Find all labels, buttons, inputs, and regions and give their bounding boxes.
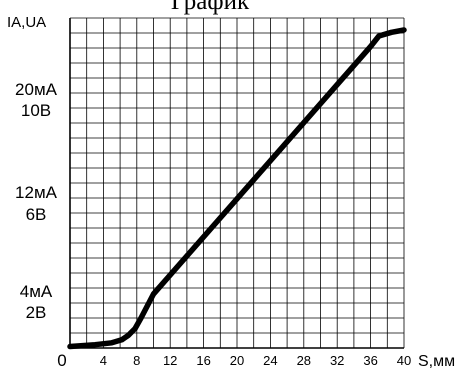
x-tick-label: 8	[133, 353, 140, 368]
y-tick-label-4-current: 4мА	[20, 282, 53, 301]
x-tick-label: 36	[363, 353, 377, 368]
y-axis-label: IA,UA	[7, 14, 46, 31]
x-tick-label: 32	[330, 353, 344, 368]
y-tick-label-20-voltage: 10В	[21, 101, 51, 120]
series-line	[67, 27, 407, 350]
x-tick-label: 28	[297, 353, 311, 368]
x-tick-label: 40	[397, 353, 411, 368]
y-tick-label-20-current: 20мА	[15, 80, 58, 99]
x-tick-label: 0	[57, 351, 66, 369]
y-tick-label-12-voltage: 6В	[26, 205, 47, 224]
x-tick-label: 20	[230, 353, 244, 368]
grid	[69, 17, 405, 349]
y-tick-label-4-voltage: 2В	[26, 303, 47, 322]
y-tick-labels: 20мА 10В 12мА 6В 4мА 2В	[15, 80, 58, 322]
chart-title: График	[171, 0, 250, 15]
x-tick-label: 24	[263, 353, 277, 368]
x-tick-label: 4	[100, 353, 107, 368]
x-axis-label: S,мм	[418, 353, 455, 369]
x-tick-labels: 0 4 8 12 16 20 24 28 32 36 40	[57, 351, 411, 369]
x-tick-label: 16	[196, 353, 210, 368]
y-tick-label-12-current: 12мА	[15, 183, 58, 202]
x-tick-label: 12	[163, 353, 177, 368]
